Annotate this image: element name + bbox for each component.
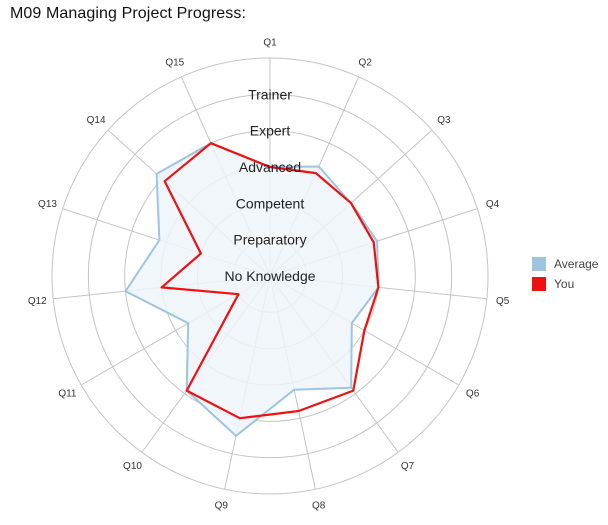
axis-label-q1: Q1 [263,38,277,49]
legend-swatch-you [532,277,546,291]
axis-label-q12: Q12 [28,296,47,307]
axis-label-q9: Q9 [215,500,229,511]
axis-label-q2: Q2 [359,58,373,69]
level-label-competent: Competent [236,195,305,211]
level-label-advanced: Advanced [239,159,301,175]
chart-title: M09 Managing Project Progress: [10,5,246,22]
axis-label-q7: Q7 [401,461,415,472]
level-label-trainer: Trainer [248,86,292,102]
radar-labels: Q1 Q2 Q3 Q4 Q5 Q6 Q7 Q8 Q9 Q10 Q11 Q12 Q13 Q14 Q15 No K… [28,38,510,512]
legend-label-you: You [554,277,575,291]
axis-label-q11: Q11 [58,389,77,400]
axis-label-q13: Q13 [38,199,57,210]
level-label-preparatory: Preparatory [233,232,306,248]
level-label-no-knowledge: No Knowledge [224,268,315,284]
series-you[interactable] [160,142,380,420]
axis-label-q3: Q3 [437,115,451,126]
axis-label-q8: Q8 [312,500,326,511]
level-label-expert: Expert [250,123,291,139]
axis-label-q14: Q14 [87,115,106,126]
axis-label-q6: Q6 [466,389,480,400]
legend-item-you[interactable]: You [532,274,598,294]
axis-label-q5: Q5 [496,296,510,307]
legend: Average You [532,254,598,294]
axis-label-q4: Q4 [486,199,500,210]
axis-label-q15: Q15 [165,58,184,69]
series-average[interactable] [124,142,380,437]
legend-item-average[interactable]: Average [532,254,598,274]
legend-label-average: Average [554,257,599,271]
legend-swatch-average [532,257,546,271]
radar-series [124,142,380,437]
axis-label-q10: Q10 [123,461,142,472]
